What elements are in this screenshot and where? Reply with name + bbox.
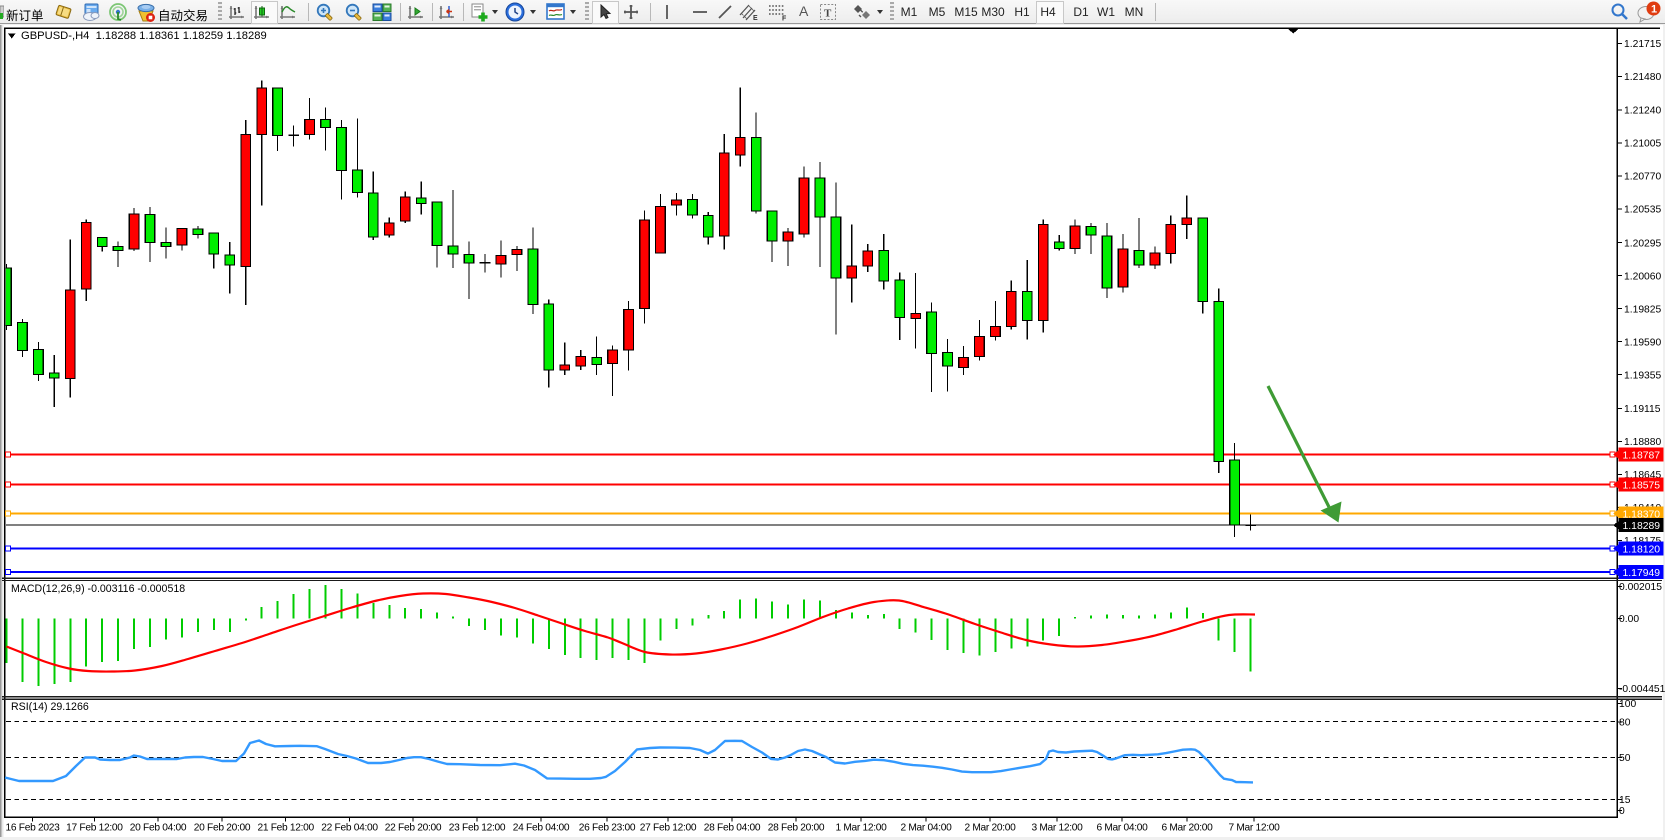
svg-text:26 Feb 23:00: 26 Feb 23:00 xyxy=(579,823,636,834)
svg-text:22 Feb 20:00: 22 Feb 20:00 xyxy=(385,823,442,834)
svg-text:1.20535: 1.20535 xyxy=(1624,205,1661,216)
svg-text:28 Feb 04:00: 28 Feb 04:00 xyxy=(704,823,761,834)
svg-text:6 Mar 04:00: 6 Mar 04:00 xyxy=(1096,823,1148,834)
svg-text:RSI(14) 29.1266: RSI(14) 29.1266 xyxy=(11,701,89,713)
svg-text:0.002015: 0.002015 xyxy=(1619,582,1662,593)
svg-text:24 Feb 04:00: 24 Feb 04:00 xyxy=(513,823,570,834)
svg-text:16 Feb 2023: 16 Feb 2023 xyxy=(6,823,61,834)
svg-text:1.19590: 1.19590 xyxy=(1624,337,1661,348)
svg-text:7 Mar 12:00: 7 Mar 12:00 xyxy=(1228,823,1280,834)
svg-text:3 Mar 12:00: 3 Mar 12:00 xyxy=(1031,823,1083,834)
svg-text:1 Mar 12:00: 1 Mar 12:00 xyxy=(835,823,887,834)
svg-text:1.19355: 1.19355 xyxy=(1624,370,1661,381)
svg-text:1.18645: 1.18645 xyxy=(1624,470,1661,481)
svg-text:2 Mar 04:00: 2 Mar 04:00 xyxy=(900,823,952,834)
svg-text:1.17949: 1.17949 xyxy=(1623,568,1661,579)
svg-text:22 Feb 04:00: 22 Feb 04:00 xyxy=(321,823,378,834)
svg-text:1.21005: 1.21005 xyxy=(1624,139,1661,150)
svg-text:1.20770: 1.20770 xyxy=(1624,172,1661,183)
svg-text:27 Feb 12:00: 27 Feb 12:00 xyxy=(640,823,697,834)
svg-text:15: 15 xyxy=(1619,795,1631,806)
svg-text:F: F xyxy=(782,16,787,22)
svg-text:80: 80 xyxy=(1619,718,1631,729)
svg-text:GBPUSD-,H4 1.18288 1.18361 1.: GBPUSD-,H4 1.18288 1.18361 1.18259 1.182… xyxy=(21,30,267,42)
svg-text:E: E xyxy=(753,15,758,21)
svg-text:23 Feb 12:00: 23 Feb 12:00 xyxy=(449,823,506,834)
svg-text:20 Feb 04:00: 20 Feb 04:00 xyxy=(130,823,187,834)
svg-text:28 Feb 20:00: 28 Feb 20:00 xyxy=(768,823,825,834)
svg-text:1.18120: 1.18120 xyxy=(1623,544,1661,555)
svg-text:1.18289: 1.18289 xyxy=(1623,521,1661,532)
svg-text:0: 0 xyxy=(1619,806,1625,817)
svg-text:1.21480: 1.21480 xyxy=(1624,72,1661,83)
svg-text:2 Mar 20:00: 2 Mar 20:00 xyxy=(964,823,1016,834)
svg-text:1.18370: 1.18370 xyxy=(1623,509,1661,520)
svg-text:T: T xyxy=(824,8,832,20)
svg-text:1.19115: 1.19115 xyxy=(1624,404,1661,415)
svg-text:1.21240: 1.21240 xyxy=(1624,106,1661,117)
svg-text:1.18575: 1.18575 xyxy=(1623,480,1661,491)
svg-text:MACD(12,26,9) -0.003116 -0.000: MACD(12,26,9) -0.003116 -0.000518 xyxy=(11,583,185,595)
svg-text:1: 1 xyxy=(1651,4,1657,16)
svg-text:1.19825: 1.19825 xyxy=(1624,304,1661,315)
svg-text:1.18880: 1.18880 xyxy=(1624,437,1661,448)
svg-text:21 Feb 12:00: 21 Feb 12:00 xyxy=(257,823,314,834)
svg-text:1.20295: 1.20295 xyxy=(1624,238,1661,249)
svg-text:1.20060: 1.20060 xyxy=(1624,271,1661,282)
svg-text:1.21715: 1.21715 xyxy=(1624,39,1661,50)
svg-text:100: 100 xyxy=(1619,699,1636,710)
svg-text:17 Feb 12:00: 17 Feb 12:00 xyxy=(66,823,123,834)
svg-text:-0.004451: -0.004451 xyxy=(1619,684,1665,695)
svg-text:6 Mar 20:00: 6 Mar 20:00 xyxy=(1161,823,1213,834)
svg-text:50: 50 xyxy=(1619,753,1631,764)
svg-text:0.00: 0.00 xyxy=(1619,614,1639,625)
svg-text:1.18787: 1.18787 xyxy=(1623,450,1661,461)
svg-text:20 Feb 20:00: 20 Feb 20:00 xyxy=(194,823,251,834)
